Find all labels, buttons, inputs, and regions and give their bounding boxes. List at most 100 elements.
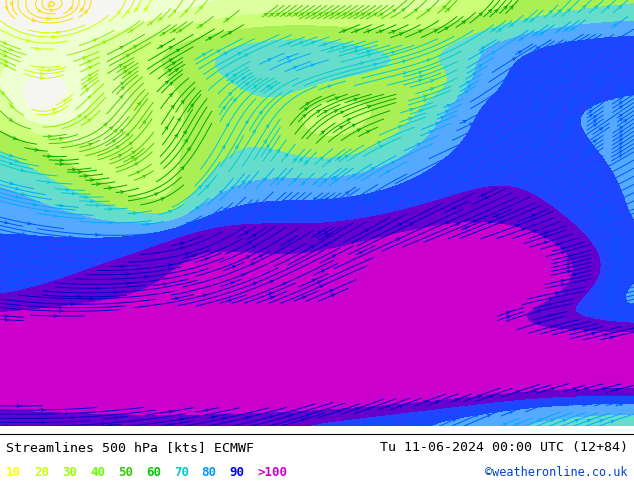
FancyArrowPatch shape	[319, 13, 321, 16]
Text: 90: 90	[230, 466, 245, 480]
Text: 50: 50	[118, 466, 133, 480]
FancyArrowPatch shape	[318, 231, 321, 234]
FancyArrowPatch shape	[11, 279, 15, 282]
FancyArrowPatch shape	[436, 122, 439, 125]
FancyArrowPatch shape	[456, 343, 460, 345]
FancyArrowPatch shape	[500, 221, 504, 224]
FancyArrowPatch shape	[619, 126, 623, 129]
FancyArrowPatch shape	[88, 60, 91, 63]
FancyArrowPatch shape	[614, 24, 616, 27]
FancyArrowPatch shape	[619, 5, 622, 8]
FancyArrowPatch shape	[418, 71, 423, 74]
FancyArrowPatch shape	[555, 292, 559, 294]
FancyArrowPatch shape	[333, 321, 337, 323]
FancyArrowPatch shape	[70, 7, 72, 10]
FancyArrowPatch shape	[10, 104, 13, 107]
FancyArrowPatch shape	[217, 50, 220, 53]
FancyArrowPatch shape	[569, 116, 572, 119]
FancyArrowPatch shape	[598, 193, 602, 195]
FancyArrowPatch shape	[380, 30, 384, 33]
FancyArrowPatch shape	[294, 158, 297, 161]
FancyArrowPatch shape	[306, 13, 309, 16]
FancyArrowPatch shape	[159, 18, 162, 21]
FancyArrowPatch shape	[314, 182, 316, 185]
FancyArrowPatch shape	[380, 13, 383, 16]
FancyArrowPatch shape	[619, 102, 622, 104]
FancyArrowPatch shape	[480, 51, 483, 54]
FancyArrowPatch shape	[398, 126, 402, 128]
FancyArrowPatch shape	[515, 423, 520, 426]
FancyArrowPatch shape	[620, 317, 624, 320]
FancyArrowPatch shape	[443, 6, 446, 9]
FancyArrowPatch shape	[401, 261, 405, 263]
FancyArrowPatch shape	[488, 221, 492, 224]
FancyArrowPatch shape	[247, 256, 250, 258]
FancyArrowPatch shape	[576, 139, 579, 142]
FancyArrowPatch shape	[568, 42, 571, 44]
FancyArrowPatch shape	[452, 250, 456, 253]
FancyArrowPatch shape	[409, 369, 413, 372]
FancyArrowPatch shape	[467, 81, 470, 84]
FancyArrowPatch shape	[282, 316, 287, 318]
FancyArrowPatch shape	[616, 270, 620, 272]
FancyArrowPatch shape	[369, 421, 373, 424]
FancyArrowPatch shape	[619, 119, 623, 121]
FancyArrowPatch shape	[600, 419, 604, 422]
FancyArrowPatch shape	[254, 207, 257, 210]
FancyArrowPatch shape	[391, 199, 394, 201]
FancyArrowPatch shape	[585, 329, 589, 332]
FancyArrowPatch shape	[288, 415, 292, 417]
FancyArrowPatch shape	[616, 278, 620, 280]
FancyArrowPatch shape	[538, 419, 542, 422]
FancyArrowPatch shape	[489, 9, 491, 12]
FancyArrowPatch shape	[436, 401, 440, 403]
FancyArrowPatch shape	[340, 111, 344, 114]
FancyArrowPatch shape	[287, 56, 291, 59]
FancyArrowPatch shape	[544, 236, 548, 239]
FancyArrowPatch shape	[525, 71, 528, 74]
FancyArrowPatch shape	[245, 54, 248, 57]
FancyArrowPatch shape	[191, 104, 193, 107]
FancyArrowPatch shape	[114, 291, 118, 294]
FancyArrowPatch shape	[78, 242, 82, 244]
FancyArrowPatch shape	[619, 131, 623, 133]
FancyArrowPatch shape	[242, 211, 245, 214]
FancyArrowPatch shape	[387, 372, 392, 375]
FancyArrowPatch shape	[89, 297, 93, 300]
FancyArrowPatch shape	[570, 107, 573, 110]
FancyArrowPatch shape	[484, 340, 489, 342]
FancyArrowPatch shape	[110, 127, 113, 130]
FancyArrowPatch shape	[462, 280, 466, 283]
FancyArrowPatch shape	[41, 339, 45, 342]
FancyArrowPatch shape	[482, 255, 486, 258]
FancyArrowPatch shape	[403, 60, 406, 63]
FancyArrowPatch shape	[183, 131, 186, 134]
FancyArrowPatch shape	[307, 207, 310, 210]
FancyArrowPatch shape	[619, 94, 622, 96]
FancyArrowPatch shape	[72, 353, 75, 356]
FancyArrowPatch shape	[542, 349, 546, 351]
FancyArrowPatch shape	[53, 366, 57, 369]
FancyArrowPatch shape	[162, 32, 165, 35]
FancyArrowPatch shape	[164, 283, 167, 285]
FancyArrowPatch shape	[17, 405, 21, 407]
FancyArrowPatch shape	[121, 87, 124, 90]
FancyArrowPatch shape	[621, 374, 625, 377]
FancyArrowPatch shape	[78, 295, 82, 298]
FancyArrowPatch shape	[60, 204, 63, 207]
FancyArrowPatch shape	[367, 106, 372, 108]
FancyArrowPatch shape	[453, 419, 456, 421]
FancyArrowPatch shape	[120, 129, 123, 132]
FancyArrowPatch shape	[311, 246, 314, 248]
FancyArrowPatch shape	[301, 13, 304, 16]
FancyArrowPatch shape	[423, 174, 426, 176]
FancyArrowPatch shape	[246, 416, 250, 419]
FancyArrowPatch shape	[561, 284, 565, 286]
FancyArrowPatch shape	[143, 121, 145, 124]
FancyArrowPatch shape	[510, 411, 514, 414]
FancyArrowPatch shape	[137, 172, 139, 174]
FancyArrowPatch shape	[450, 338, 455, 341]
FancyArrowPatch shape	[519, 274, 522, 277]
FancyArrowPatch shape	[441, 116, 444, 119]
FancyArrowPatch shape	[36, 351, 39, 353]
